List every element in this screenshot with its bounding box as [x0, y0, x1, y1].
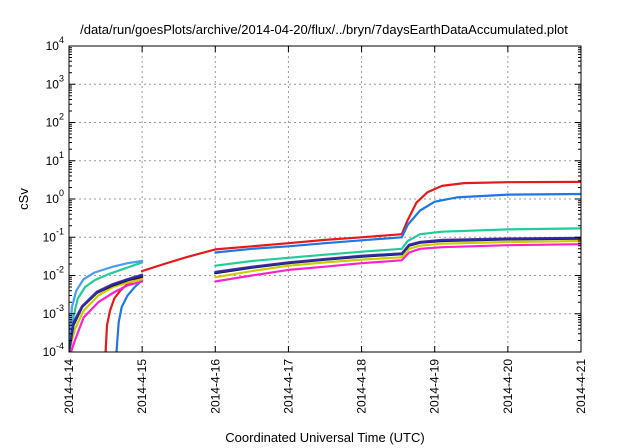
x-tick-label: 2014-4-19 [428, 359, 442, 414]
x-tick-label: 2014-4-17 [281, 359, 295, 414]
series-line-1 [115, 279, 144, 352]
y-tick-label: 101 [46, 150, 64, 168]
chart-title: /data/run/goesPlots/archive/2014-04-20/f… [80, 22, 568, 37]
x-tick-label: 2014-4-18 [355, 359, 369, 414]
x-tick-label: 2014-4-15 [135, 359, 149, 414]
x-tick-label: 2014-4-21 [574, 359, 588, 414]
tick-layer: 2014-4-14 2014-4-15 2014-4-16 2014-4-17 2014… [43, 35, 588, 414]
series-line-8 [214, 237, 581, 274]
series-layer [69, 180, 581, 352]
grid [69, 46, 581, 352]
series-line-5 [214, 239, 581, 279]
series-line-1 [214, 192, 581, 254]
series-line-0 [141, 180, 581, 273]
series-line-4 [214, 243, 581, 283]
x-tick-label: 2014-4-14 [62, 359, 76, 414]
y-tick-label: 10-2 [43, 265, 64, 283]
y-tick-label: 10-1 [43, 226, 64, 244]
y-tick-label: 102 [46, 112, 64, 130]
series-line-4 [69, 280, 144, 352]
series-line-3 [69, 259, 144, 352]
x-tick-label: 2014-4-16 [208, 359, 222, 414]
y-tick-label: 10-4 [43, 341, 64, 359]
series-line-2 [214, 227, 581, 267]
series-line-8 [69, 274, 144, 352]
series-line-2 [69, 261, 144, 352]
y-tick-label: 103 [46, 73, 64, 91]
y-tick-label: 10-3 [43, 303, 64, 321]
series-line-5 [69, 278, 144, 352]
y-tick-label: 100 [46, 188, 64, 206]
y-axis-label: cSv [16, 188, 31, 210]
x-axis-label: Coordinated Universal Time (UTC) [225, 430, 424, 445]
x-tick-label: 2014-4-20 [501, 359, 515, 414]
y-tick-label: 104 [46, 35, 64, 53]
